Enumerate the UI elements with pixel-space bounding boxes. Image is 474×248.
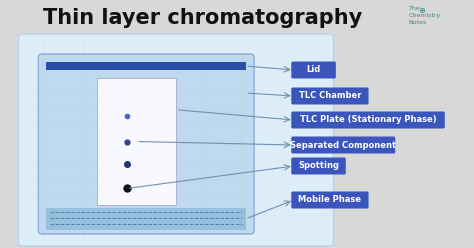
Text: Notes: Notes xyxy=(409,20,427,25)
Bar xyxy=(97,78,176,205)
Text: The: The xyxy=(409,6,420,11)
FancyBboxPatch shape xyxy=(292,62,336,79)
Bar xyxy=(46,208,246,230)
Text: Lid: Lid xyxy=(307,65,321,74)
Text: Mobile Phase: Mobile Phase xyxy=(299,195,361,205)
FancyBboxPatch shape xyxy=(38,54,254,234)
FancyBboxPatch shape xyxy=(292,88,369,104)
Text: Separated Component: Separated Component xyxy=(290,141,396,150)
Text: Chemistry: Chemistry xyxy=(409,13,441,18)
Text: TLC Chamber: TLC Chamber xyxy=(299,92,361,100)
Text: ⊕: ⊕ xyxy=(419,6,426,15)
FancyBboxPatch shape xyxy=(292,136,395,154)
Text: Thin layer chromatography: Thin layer chromatography xyxy=(43,8,362,28)
FancyBboxPatch shape xyxy=(292,191,369,209)
FancyBboxPatch shape xyxy=(292,157,346,175)
Text: TLC Plate (Stationary Phase): TLC Plate (Stationary Phase) xyxy=(300,116,437,124)
FancyBboxPatch shape xyxy=(18,34,333,246)
Bar xyxy=(46,62,246,70)
Text: Spotting: Spotting xyxy=(298,161,339,171)
FancyBboxPatch shape xyxy=(292,112,445,128)
